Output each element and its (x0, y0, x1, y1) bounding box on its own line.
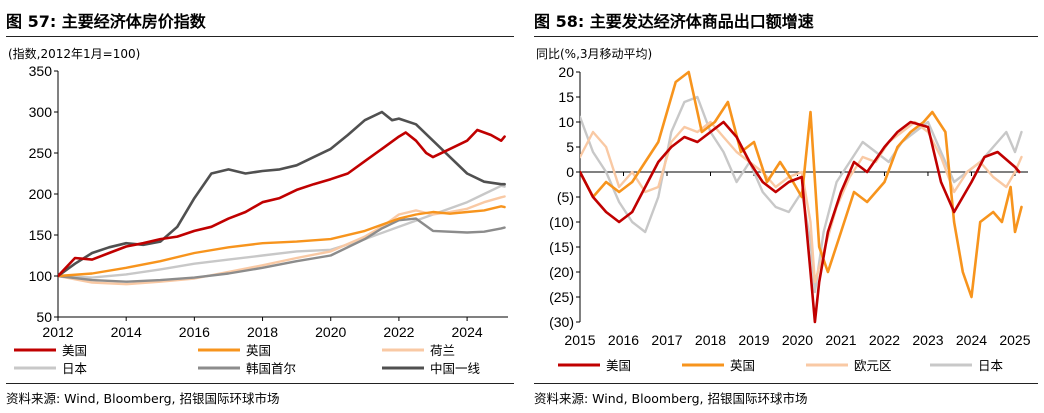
x-tick-label: 2025 (999, 332, 1030, 348)
series-line-4 (58, 184, 506, 279)
legend-label: 中国一线 (430, 361, 481, 376)
left-panel: 图 57: 主要经济体房价指数 (指数,2012年1月=100) 50 100 150… (0, 0, 520, 413)
y-tick-label: 350 (29, 63, 53, 79)
y-tick-label: 250 (29, 145, 53, 161)
y-tick-label: 5 (566, 139, 574, 155)
legend-label: 美国 (606, 358, 631, 373)
x-tick-label: 2012 (42, 324, 73, 340)
chart-title: 图 57: 主要经济体房价指数 (6, 12, 206, 31)
x-tick-label: 2023 (912, 332, 943, 348)
y-tick-label: 15 (558, 89, 574, 105)
axis-unit-label: (指数,2012年1月=100) (8, 46, 140, 61)
y-tick-label: 10 (558, 114, 574, 130)
series-line-4 (580, 95, 1023, 294)
title-divider (534, 36, 1038, 37)
axis-unit-label: 同比(%,3月移动平均) (536, 47, 652, 61)
x-tick-label: 2024 (452, 324, 483, 340)
series-group (58, 110, 506, 286)
series-line-3 (580, 120, 1023, 284)
x-tick-label: 2024 (956, 332, 987, 348)
x-tick-label: 2019 (738, 332, 769, 348)
legend-label: 英国 (730, 358, 755, 373)
y-tick-label: (20) (549, 264, 574, 280)
y-tick-label: 50 (36, 309, 52, 325)
x-tick-label: 2016 (179, 324, 210, 340)
x-tick-label: 2020 (782, 332, 813, 348)
series-line-6 (58, 110, 506, 278)
house-price-index-chart: (指数,2012年1月=100) 50 100 150 200 250 300 350 2012… (8, 46, 508, 376)
title-divider (6, 36, 514, 37)
legend-label: 美国 (62, 343, 87, 358)
source-note: 资料来源: Wind, Bloomberg, 招银国际环球市场 (6, 391, 280, 406)
y-tick-label: 200 (29, 186, 53, 202)
x-tick-label: 2017 (651, 332, 682, 348)
y-tick-label: (10) (549, 214, 574, 230)
x-tick-label: 2022 (869, 332, 900, 348)
legend-label: 日本 (978, 358, 1004, 373)
y-tick-label: 0 (566, 164, 574, 180)
x-tick-label: 2022 (383, 324, 414, 340)
source-note: 资料来源: Wind, Bloomberg, 招银国际环球市场 (534, 391, 808, 406)
y-tick-label: (30) (549, 314, 574, 330)
series-line-3 (58, 195, 506, 286)
x-tick-label: 2015 (564, 332, 595, 348)
series-line-1 (58, 128, 506, 278)
y-tick-label: (25) (549, 289, 574, 305)
source-divider (534, 383, 1038, 384)
y-tick-label: 300 (29, 104, 53, 120)
legend-label: 韩国首尔 (246, 361, 296, 376)
series-line-2 (58, 205, 506, 278)
legend-label: 日本 (62, 361, 88, 376)
x-tick-label: 2018 (695, 332, 726, 348)
legend-label: 欧元区 (854, 358, 892, 373)
y-tick-label: 20 (558, 64, 574, 80)
x-tick-label: 2016 (608, 332, 639, 348)
chart-title: 图 58: 主要发达经济体商品出口额增速 (534, 12, 814, 31)
y-tick-label: 100 (29, 268, 53, 284)
right-panel: 图 58: 主要发达经济体商品出口额增速 同比(%,3月移动平均) 20 15 10 5… (528, 0, 1044, 413)
series-line-2 (580, 70, 1023, 299)
series-group (580, 70, 1023, 324)
source-divider (6, 383, 514, 384)
legend-label: 荷兰 (430, 343, 455, 358)
export-growth-chart: 同比(%,3月移动平均)20151050(5)(10)(15)(20)(25)(… (536, 47, 1031, 373)
series-line-1 (580, 120, 1021, 324)
series-line-5 (58, 217, 506, 283)
x-tick-label: 2020 (315, 324, 346, 340)
y-tick-label: (15) (549, 239, 574, 255)
y-tick-label: (5) (557, 189, 574, 205)
y-tick-label: 150 (29, 227, 53, 243)
x-tick-label: 2021 (825, 332, 856, 348)
x-tick-label: 2018 (247, 324, 278, 340)
x-tick-label: 2014 (111, 324, 142, 340)
legend-label: 英国 (246, 343, 271, 358)
